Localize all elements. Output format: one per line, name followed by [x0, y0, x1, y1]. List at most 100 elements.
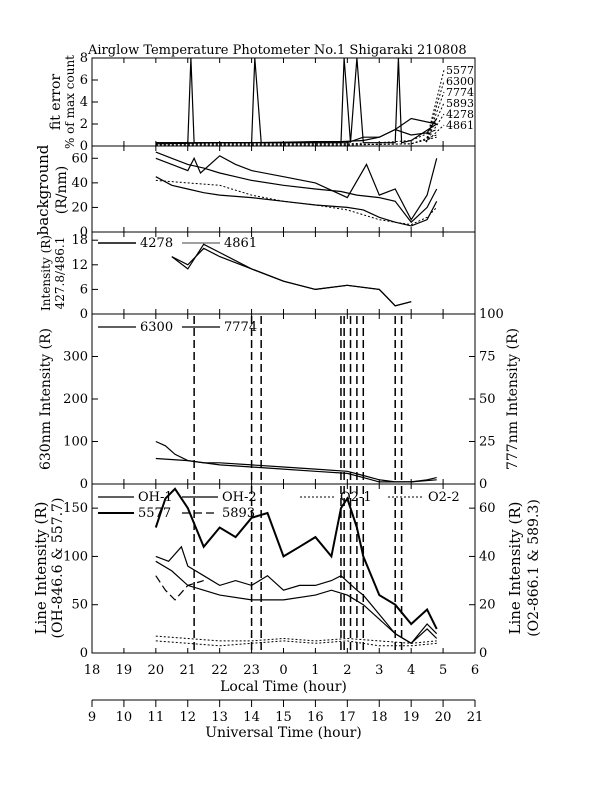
y2-tick-label: 0: [479, 477, 487, 492]
x-tick-label: 23: [243, 663, 260, 678]
series-line-line-intensity-5893: [155, 575, 204, 601]
series-line-background-1: [155, 176, 438, 227]
legend-leader-4278: [425, 113, 445, 143]
legend-leader-6300: [425, 80, 445, 143]
legend-leader-5577: [425, 69, 445, 143]
legend-leader-4861: [425, 124, 445, 143]
legend-label-4861: 4861: [446, 119, 474, 132]
y-tick-label: 200: [63, 392, 88, 407]
ut-tick-label: 21: [467, 710, 484, 725]
y-tick-label: 40: [71, 176, 88, 191]
ut-tick-label: 10: [116, 710, 133, 725]
x-tick-label: 21: [179, 663, 196, 678]
y-tick-label: 20: [71, 200, 88, 215]
series-line-background-3: [155, 179, 438, 226]
y-label-fit-error-1: fit error: [48, 74, 64, 131]
y-label-background-1: background: [34, 144, 52, 235]
y-label-630nm: 630nm Intensity (R): [38, 328, 54, 470]
series-line-background-0: [155, 151, 438, 224]
y2-tick-label: 40: [479, 549, 496, 564]
legend-label-7774: 7774: [224, 320, 257, 335]
series-line-red-oxygen-7774: [155, 457, 437, 483]
y-label-blue-1: Intensity (R): [39, 235, 53, 311]
ut-tick-label: 15: [275, 710, 292, 725]
y-tick-label: 0: [80, 477, 88, 492]
y2-tick-label: 60: [479, 501, 496, 516]
y2-label-line-intensity-2: (O2-866.1 & 589.3): [526, 499, 542, 637]
legend-label-4861: 4861: [224, 236, 257, 251]
legend-label-5577: 5577: [446, 64, 474, 77]
series-line-line-intensity-OH-2: [155, 560, 438, 645]
legend-label-OH-2: OH-2: [222, 490, 257, 505]
y2-tick-label: 0: [479, 646, 487, 661]
ut-tick-label: 14: [243, 710, 260, 725]
y2-tick-label: 50: [479, 392, 496, 407]
y-tick-label: 100: [63, 435, 88, 450]
ut-tick-label: 17: [339, 710, 356, 725]
chart-title: Airglow Temperature Photometer No.1 Shig…: [87, 43, 467, 58]
series-line-line-intensity-OH-1: [155, 545, 438, 645]
legend-label-6300: 6300: [446, 75, 474, 88]
x-tick-label: 0: [279, 663, 287, 678]
legend-label-5577: 5577: [138, 506, 171, 521]
legend-label-6300: 6300: [140, 320, 173, 335]
y-tick-label: 0: [80, 307, 88, 322]
series-line-line-intensity-5577: [154, 487, 438, 630]
legend-label-O2-2: O2-2: [428, 490, 460, 505]
y-tick-label: 6: [80, 73, 88, 88]
legend-label-5893: 5893: [222, 506, 255, 521]
legend-label-4278: 4278: [446, 108, 474, 121]
ut-tick-label: 20: [435, 710, 452, 725]
x-tick-label: 1: [311, 663, 319, 678]
series-line-fit-error-5577: [155, 118, 438, 145]
x-tick-label: 5: [439, 663, 447, 678]
ut-tick-label: 13: [211, 710, 228, 725]
y-tick-label: 2: [80, 117, 88, 132]
y-tick-label: 60: [71, 151, 88, 166]
x-tick-label: 20: [148, 663, 165, 678]
y2-tick-label: 20: [479, 598, 496, 613]
x-tick-label: 3: [375, 663, 383, 678]
y-label-line-intensity-1: Line Intensity (R): [32, 502, 50, 635]
panel-frame-red-oxygen: [91, 313, 476, 485]
ut-tick-label: 16: [307, 710, 324, 725]
ut-tick-label: 9: [88, 710, 96, 725]
y-label-line-intensity-2: (OH-846.6 & 557.7): [50, 498, 66, 639]
y-tick-label: 18: [71, 233, 88, 248]
y2-label-line-intensity-1: Line Intensity (R): [506, 502, 524, 635]
legend-leader-5893: [425, 102, 445, 143]
ut-tick-label: 12: [179, 710, 196, 725]
y-tick-label: 100: [63, 549, 88, 564]
y-tick-label: 0: [80, 139, 88, 154]
series-line-fit-error-4861: [155, 136, 437, 146]
y2-tick-label: 100: [479, 307, 504, 322]
x-label-universal-time: Universal Time (hour): [205, 725, 362, 741]
x-tick-label: 22: [211, 663, 228, 678]
y-tick-label: 0: [80, 225, 88, 240]
x-tick-label: 2: [343, 663, 351, 678]
legend-label-OH-1: OH-1: [138, 490, 173, 505]
y-label-background-2: (R/nm): [54, 166, 70, 214]
ut-tick-label: 18: [371, 710, 388, 725]
y-tick-label: 50: [71, 598, 88, 613]
y-tick-label: 4: [80, 95, 88, 110]
y-label-fit-error-2: % of max count: [63, 55, 77, 149]
panel-frame-background: [91, 145, 476, 233]
series-line-blue-intensity-4278: [171, 243, 412, 307]
x-tick-label: 19: [116, 663, 133, 678]
series-line-blue-intensity-4861: [171, 247, 412, 307]
y-tick-label: 12: [71, 258, 88, 273]
x-tick-label: 6: [471, 663, 479, 678]
series-line-fit-error-7774: [155, 117, 437, 144]
y2-tick-label: 75: [479, 350, 496, 365]
y-tick-label: 8: [80, 51, 88, 66]
ut-tick-label: 19: [403, 710, 420, 725]
legend-label-5893: 5893: [446, 97, 474, 110]
y2-tick-label: 25: [479, 435, 496, 450]
x-label-local-time: Local Time (hour): [220, 679, 347, 695]
y-tick-label: 0: [80, 646, 88, 661]
y-tick-label: 300: [63, 350, 88, 365]
x-tick-label: 4: [407, 663, 415, 678]
ut-tick-label: 11: [148, 710, 165, 725]
